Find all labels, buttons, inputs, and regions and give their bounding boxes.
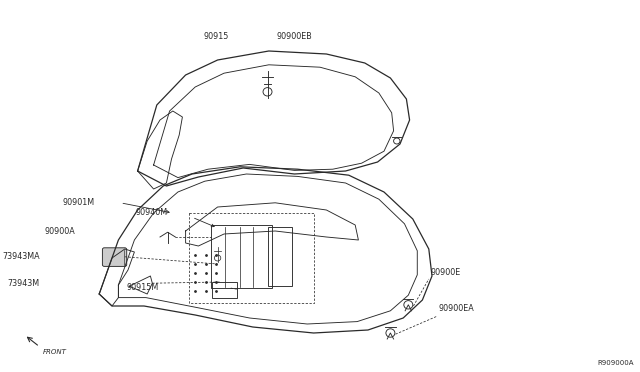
Bar <box>211 225 272 288</box>
Text: FRONT: FRONT <box>43 349 67 355</box>
Text: 90915M: 90915M <box>127 283 159 292</box>
Text: 73943MA: 73943MA <box>2 252 40 261</box>
Bar <box>268 227 292 286</box>
Text: 73943M: 73943M <box>8 279 40 288</box>
Text: 90940M: 90940M <box>136 208 168 217</box>
Text: R909000A: R909000A <box>597 360 634 366</box>
Text: 90900EA: 90900EA <box>438 304 474 313</box>
Text: 90900E: 90900E <box>430 268 460 277</box>
Bar <box>212 282 237 298</box>
Text: 90900A: 90900A <box>45 227 76 235</box>
FancyBboxPatch shape <box>102 248 127 266</box>
Text: 90901M: 90901M <box>63 198 95 207</box>
Text: 90900EB: 90900EB <box>276 32 312 41</box>
Text: 90915: 90915 <box>204 32 229 41</box>
